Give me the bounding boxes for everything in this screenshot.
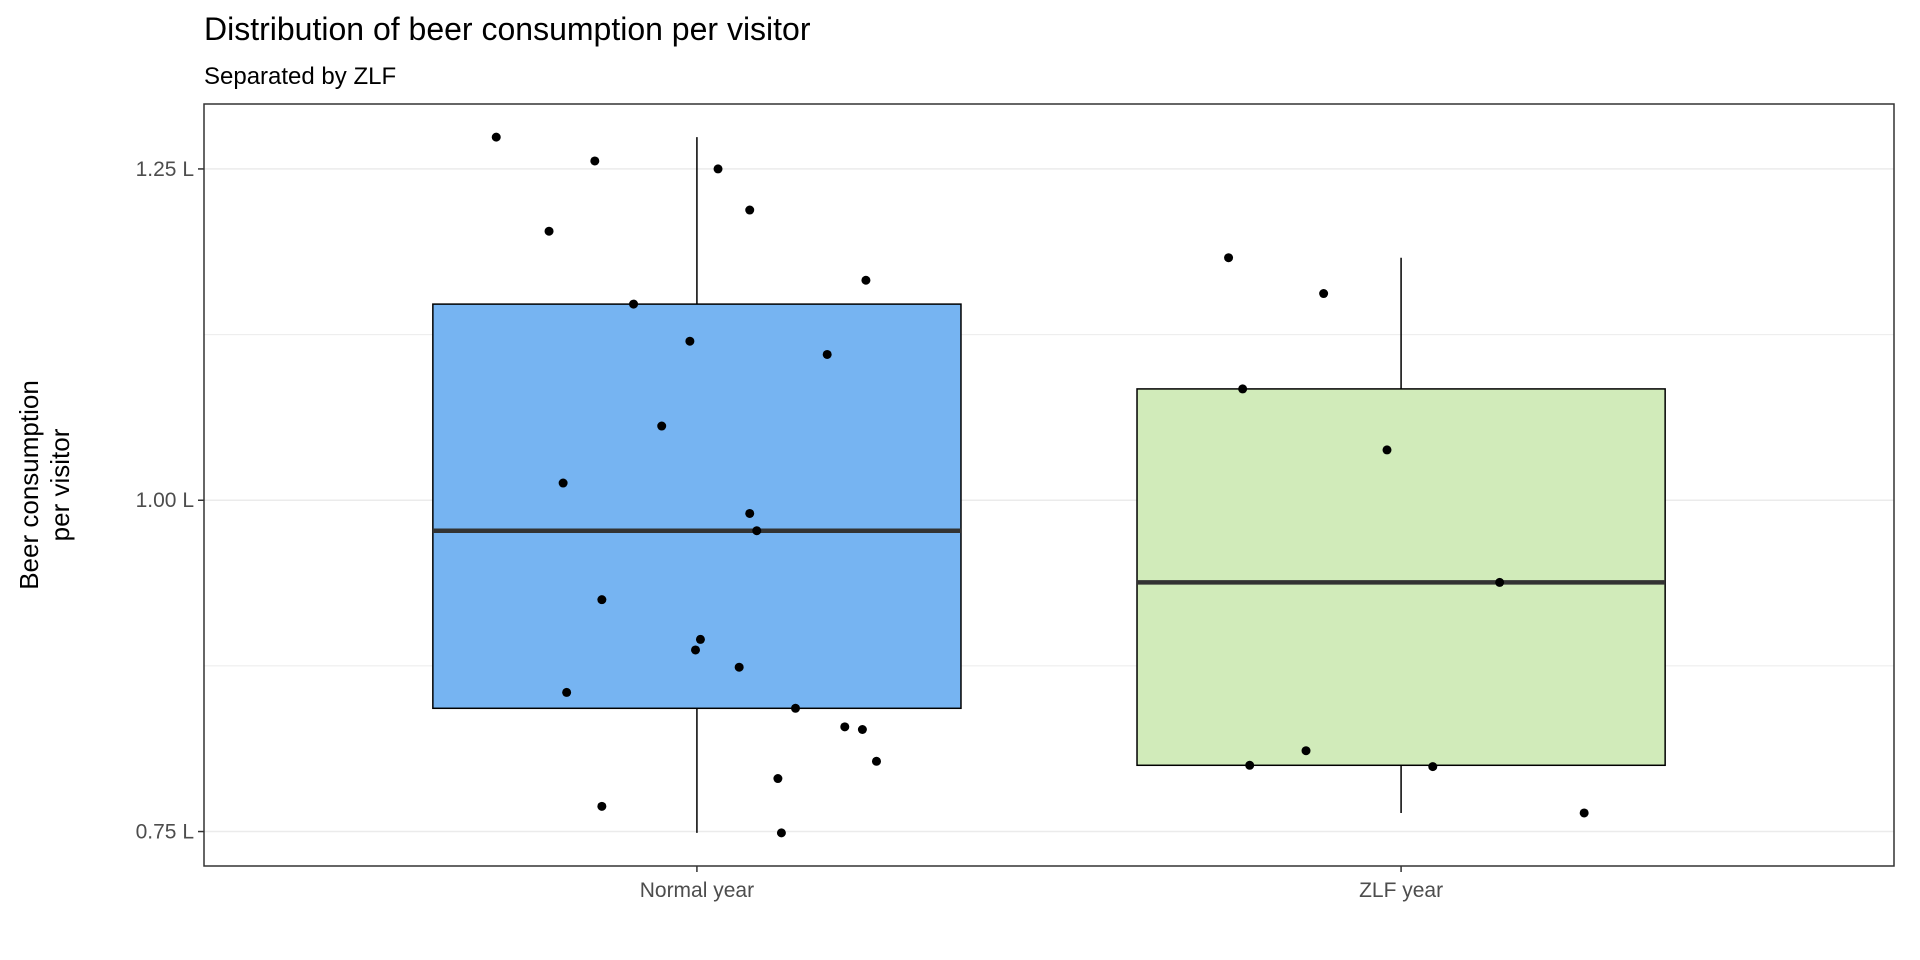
y-tick-label: 0.75 L (136, 821, 194, 844)
data-point (558, 478, 568, 488)
y-tick-label: 1.25 L (136, 158, 194, 181)
data-point (1245, 760, 1255, 770)
data-point (629, 299, 639, 309)
data-point (1224, 253, 1234, 263)
data-point (491, 132, 501, 142)
boxplots (432, 137, 1666, 833)
data-point (590, 156, 600, 166)
data-point (1579, 808, 1589, 818)
chart-subtitle: Separated by ZLF (204, 63, 396, 90)
data-points (491, 132, 1589, 838)
data-point (597, 801, 607, 811)
data-point (861, 275, 871, 285)
data-point (695, 634, 705, 644)
data-point (745, 508, 755, 518)
data-point (657, 421, 667, 431)
data-point (1428, 762, 1438, 772)
data-point (597, 595, 607, 605)
data-point (691, 645, 701, 655)
boxplot-zlf-year (1136, 257, 1666, 813)
data-point (822, 349, 832, 359)
data-point (734, 662, 744, 672)
plot-panel-border (203, 103, 1895, 867)
x-tick-label: ZLF year (1359, 879, 1443, 902)
axes: 0.75 L 1.00 L 1.25 L Normal year ZLF year (136, 158, 1443, 902)
data-point (840, 722, 850, 732)
data-point (791, 703, 800, 713)
data-point (1319, 289, 1329, 299)
y-axis-title-line: Beer consumption (14, 380, 44, 590)
y-tick-label: 1.00 L (136, 489, 194, 512)
y-axis-title-line: per visitor (45, 428, 75, 541)
data-point (773, 774, 783, 784)
data-point (1301, 746, 1311, 756)
data-point (685, 336, 695, 346)
data-point (562, 687, 572, 697)
x-tick-label: Normal year (640, 879, 754, 902)
data-point (871, 756, 881, 766)
data-point (776, 828, 786, 838)
data-point (752, 526, 762, 536)
box-iqr (1136, 388, 1666, 767)
chart-title: Distribution of beer consumption per vis… (204, 11, 811, 47)
data-point (745, 205, 755, 215)
data-point (713, 164, 723, 174)
data-point (1495, 577, 1505, 587)
boxplot-normal-year (432, 137, 962, 833)
data-point (1382, 445, 1392, 455)
data-point (544, 226, 554, 236)
data-point (857, 725, 867, 735)
y-axis-title: Beer consumptionper visitor (14, 380, 75, 590)
y-axis-title-text: Beer consumptionper visitor (14, 380, 75, 590)
data-point (1238, 384, 1248, 394)
